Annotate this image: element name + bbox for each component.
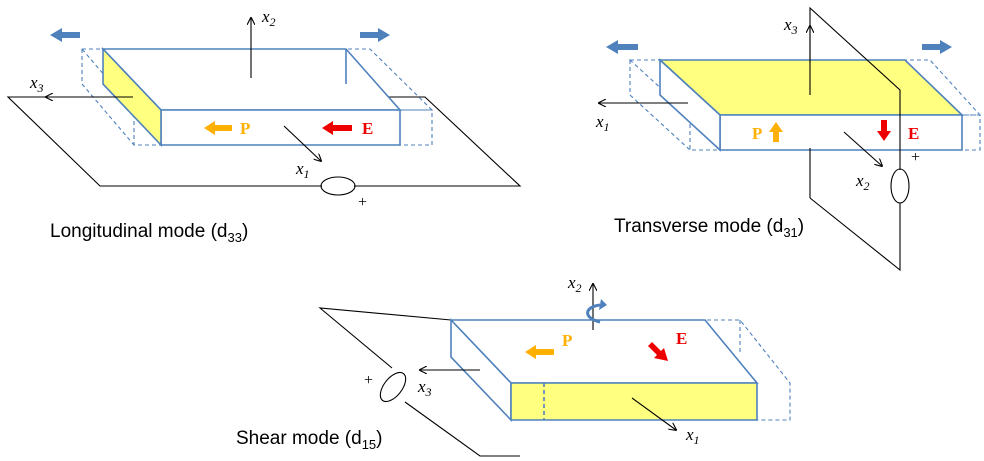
longitudinal-field-label: E [362,119,373,138]
longitudinal-panel: + x2 x3 x1 P E Longitudinal mode [6,7,522,245]
shear-x2-label: x2 [567,273,582,295]
transverse-x2-axis [843,131,882,166]
shear-strain-outline [700,319,791,421]
shear-block [449,318,759,422]
shear-polarization-label: P [562,331,572,350]
shear-field-label: E [676,329,687,348]
shear-x3-label: x3 [417,377,432,399]
longitudinal-source [320,176,356,196]
transverse-field-arrow [877,120,891,141]
transverse-strain-arrow-right [922,40,952,54]
longitudinal-caption: Longitudinal mode (d33) [50,221,248,245]
longitudinal-x3-label: x3 [29,73,44,95]
longitudinal-strain-arrow-left [50,28,80,42]
transverse-strain-arrow-left [606,40,638,54]
longitudinal-x1-axis [283,125,321,161]
longitudinal-field-arrow [322,121,352,135]
shear-caption: Shear mode (d15) [236,428,382,452]
shear-plus-sign: + [364,372,373,389]
transverse-source [890,168,910,204]
transverse-field-label: E [908,124,919,143]
transverse-x1-label: x1 [595,112,610,134]
transverse-x3-label: x3 [783,15,798,37]
transverse-plus-sign: + [911,149,920,166]
shear-x1-axis [631,397,676,430]
shear-source [379,371,407,403]
longitudinal-plus-sign: + [358,194,367,211]
shear-circuit [318,307,452,369]
shear-field-arrow [648,342,668,361]
transverse-polarization-arrow [769,122,783,142]
shear-x1-label: x1 [685,425,700,447]
transverse-caption: Transverse mode (d31) [614,216,804,240]
longitudinal-strain-arrow-right [360,28,390,42]
shear-rotation-arrow [586,303,601,324]
longitudinal-polarization-arrow [204,121,232,135]
transverse-block [657,58,964,152]
longitudinal-polarization-label: P [240,119,250,138]
shear-electrode [510,382,758,421]
longitudinal-x2-label: x2 [261,7,276,29]
transverse-x2-label: x2 [855,171,870,193]
shear-panel: + x2 x3 x1 P E Shear mode (d15) [236,273,791,457]
longitudinal-x1-label: x1 [295,159,310,181]
transverse-panel: + x3 x1 x2 P E Transverse mode (d31) [595,6,982,272]
shear-polarization-arrow [525,345,554,359]
transverse-polarization-label: P [752,124,762,143]
